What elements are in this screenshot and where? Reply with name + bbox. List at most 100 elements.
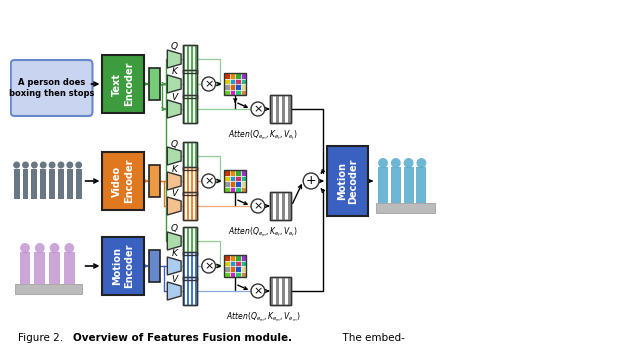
Bar — [269, 95, 273, 123]
Bar — [241, 176, 246, 181]
Bar — [195, 167, 197, 195]
Text: A person does
boxing then stops: A person does boxing then stops — [9, 78, 94, 98]
Bar — [236, 89, 241, 95]
Polygon shape — [167, 232, 181, 250]
Text: Q: Q — [171, 42, 178, 52]
Circle shape — [65, 243, 74, 253]
Bar — [230, 73, 236, 79]
Circle shape — [67, 162, 73, 168]
Text: $\it{Atten}(Q_{e_m}, K_{e_t}, V_{e_t})$: $\it{Atten}(Q_{e_m}, K_{e_t}, V_{e_t})$ — [228, 128, 298, 142]
Bar — [183, 252, 197, 280]
Bar — [236, 181, 241, 187]
FancyBboxPatch shape — [391, 167, 401, 203]
Bar — [183, 142, 197, 170]
Polygon shape — [167, 50, 181, 68]
Circle shape — [202, 77, 216, 91]
FancyBboxPatch shape — [404, 167, 413, 203]
Bar — [195, 252, 197, 280]
Circle shape — [202, 174, 216, 188]
Bar — [276, 95, 279, 123]
Bar — [282, 192, 285, 220]
Bar — [225, 255, 230, 261]
Bar — [269, 277, 291, 305]
Bar — [183, 95, 197, 123]
Bar — [183, 277, 197, 305]
Circle shape — [40, 162, 47, 168]
Bar — [183, 70, 185, 98]
Bar — [225, 187, 230, 192]
Bar — [183, 277, 185, 305]
Circle shape — [58, 162, 65, 168]
Bar — [225, 255, 246, 277]
Bar — [225, 272, 230, 277]
Bar — [241, 261, 246, 266]
Bar — [183, 95, 185, 123]
Polygon shape — [167, 197, 181, 215]
Bar — [241, 89, 246, 95]
Bar — [225, 73, 230, 79]
Circle shape — [251, 284, 265, 298]
Bar — [225, 261, 230, 266]
Bar — [269, 192, 291, 220]
FancyBboxPatch shape — [417, 167, 426, 203]
Text: ×: × — [253, 104, 262, 114]
Text: Overview of Features Fusion module.: Overview of Features Fusion module. — [73, 333, 292, 343]
Bar — [183, 142, 185, 170]
Text: Motion
Encoder: Motion Encoder — [112, 244, 134, 288]
FancyBboxPatch shape — [22, 169, 28, 199]
Circle shape — [251, 102, 265, 116]
Bar — [183, 252, 197, 280]
Bar — [269, 192, 291, 220]
Polygon shape — [167, 282, 181, 300]
Text: Motion
Decoder: Motion Decoder — [337, 158, 358, 204]
Bar — [191, 167, 193, 195]
Bar — [236, 261, 241, 266]
Bar — [230, 266, 236, 272]
Bar — [187, 167, 189, 195]
Bar — [236, 255, 241, 261]
Bar — [183, 167, 185, 195]
FancyBboxPatch shape — [20, 252, 31, 284]
Bar — [187, 227, 189, 255]
Bar — [241, 255, 246, 261]
Bar — [191, 277, 193, 305]
Bar — [187, 70, 189, 98]
Polygon shape — [167, 147, 181, 165]
Bar — [191, 45, 193, 73]
Bar — [195, 142, 197, 170]
Bar — [225, 84, 230, 89]
Text: V: V — [171, 93, 177, 101]
Text: Figure 2.: Figure 2. — [18, 333, 69, 343]
Bar — [102, 55, 143, 113]
Circle shape — [76, 162, 82, 168]
Bar — [276, 192, 279, 220]
Bar — [183, 167, 197, 195]
Bar — [241, 73, 246, 79]
Text: V: V — [171, 189, 177, 199]
FancyBboxPatch shape — [67, 169, 73, 199]
FancyBboxPatch shape — [378, 167, 388, 203]
Circle shape — [404, 158, 413, 168]
Bar — [288, 95, 291, 123]
Text: ×: × — [204, 176, 213, 186]
Bar — [225, 89, 230, 95]
Bar — [236, 272, 241, 277]
Bar — [183, 70, 197, 98]
Bar — [230, 187, 236, 192]
Text: $\it{Atten}(Q_{e_m}, K_{e_f}, V_{e_f})$: $\it{Atten}(Q_{e_m}, K_{e_f}, V_{e_f})$ — [228, 225, 298, 239]
Bar — [225, 79, 230, 84]
Text: K: K — [172, 68, 177, 77]
Bar — [269, 192, 273, 220]
Circle shape — [251, 199, 265, 213]
Bar — [183, 167, 197, 195]
Bar — [183, 192, 197, 220]
Bar — [225, 266, 230, 272]
Bar — [269, 95, 291, 123]
FancyBboxPatch shape — [31, 169, 37, 199]
Circle shape — [13, 162, 20, 168]
Bar — [236, 266, 241, 272]
Bar — [269, 277, 273, 305]
Bar — [241, 181, 246, 187]
Bar — [236, 187, 241, 192]
FancyBboxPatch shape — [49, 252, 60, 284]
